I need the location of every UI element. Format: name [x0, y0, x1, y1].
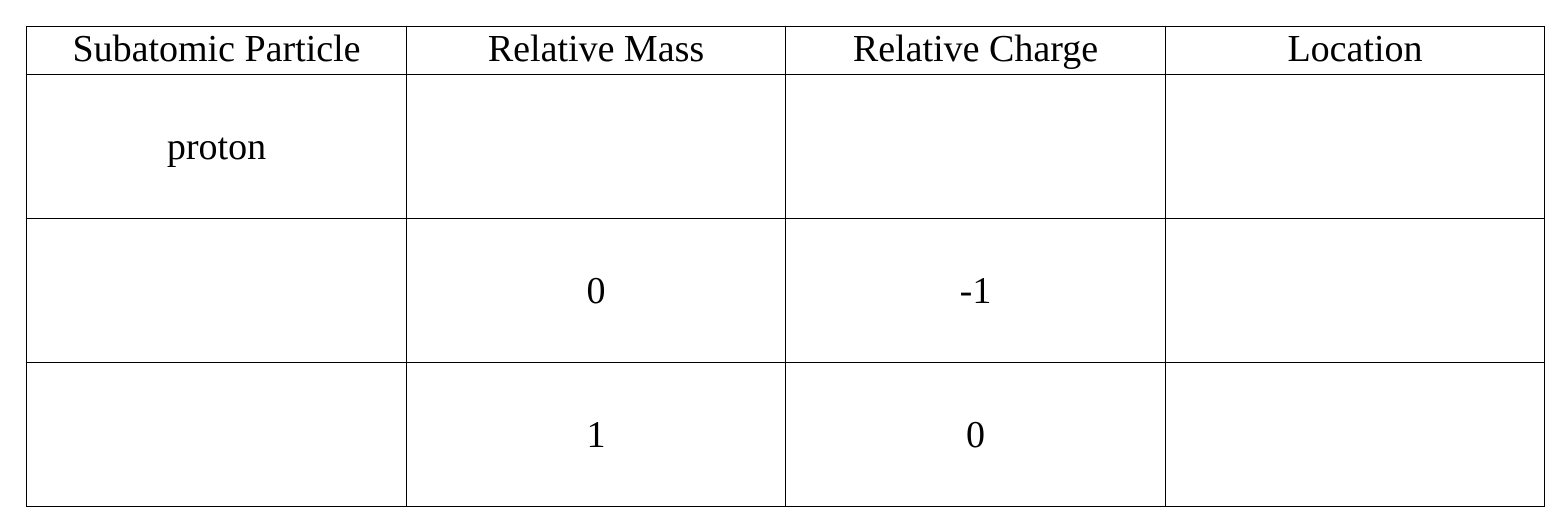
cell-location	[1165, 218, 1545, 363]
header-location: Location	[1165, 26, 1545, 75]
cell-relative-mass: 1	[406, 362, 786, 507]
header-subatomic-particle: Subatomic Particle	[26, 26, 407, 75]
table-row: 1 0	[26, 362, 1545, 507]
cell-location	[1165, 74, 1545, 219]
cell-relative-charge: -1	[785, 218, 1166, 363]
cell-relative-mass: 0	[406, 218, 786, 363]
header-label: Relative Charge	[852, 27, 1099, 70]
cell-relative-mass	[406, 74, 786, 219]
cell-particle: proton	[26, 74, 407, 219]
cell-particle	[26, 218, 407, 363]
cell-location	[1165, 362, 1545, 507]
header-relative-charge: Relative Charge	[785, 26, 1166, 75]
header-relative-mass: Relative Mass	[406, 26, 786, 75]
cell-relative-charge: 0	[785, 362, 1166, 507]
table-row: 0 -1	[26, 218, 1545, 363]
header-label: Location	[1287, 27, 1423, 70]
header-row: Subatomic Particle Relative Mass Relativ…	[26, 26, 1545, 75]
subatomic-particle-table: Subatomic Particle Relative Mass Relativ…	[26, 26, 1545, 507]
header-label: Subatomic Particle	[72, 27, 361, 70]
table-header: Subatomic Particle Relative Mass Relativ…	[26, 26, 1545, 75]
table-row: proton	[26, 74, 1545, 219]
header-label: Relative Mass	[487, 27, 705, 70]
cell-particle	[26, 362, 407, 507]
cell-relative-charge	[785, 74, 1166, 219]
particle-table-container: Subatomic Particle Relative Mass Relativ…	[26, 26, 1545, 507]
table-body: proton 0 -1 1 0	[26, 74, 1545, 507]
